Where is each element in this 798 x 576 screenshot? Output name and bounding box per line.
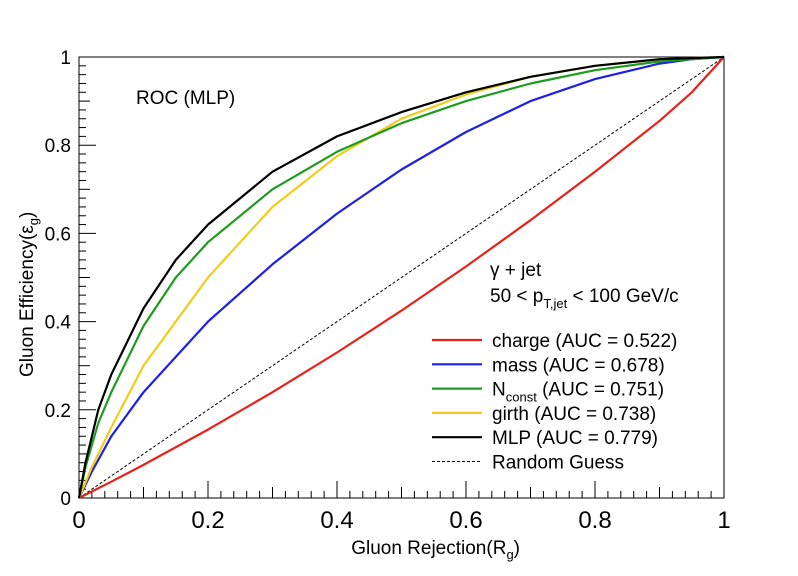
y-tick-label: 1 <box>60 48 71 69</box>
legend-entry-name: N <box>492 380 506 401</box>
legend: charge (AUC = 0.522) mass (AUC = 0.678) Nc… <box>432 331 677 474</box>
x-tick-label: 0.8 <box>578 507 611 534</box>
series-line-mlp <box>77 55 725 499</box>
y-axis-label-sub: g <box>26 218 41 225</box>
annotation-line2: 50 < pT,jet < 100 GeV/c <box>490 286 679 311</box>
legend-entry-name: mass <box>492 355 537 376</box>
series-line-random-guess <box>78 56 725 499</box>
x-axis-label-close: ) <box>514 538 520 559</box>
x-tick-label: 0 <box>72 507 85 534</box>
legend-entry: mass (AUC = 0.678) <box>492 355 665 376</box>
x-axis-label-sub: g <box>506 547 513 562</box>
legend-entry-sub: const <box>506 390 537 405</box>
legend-entry-tail: (AUC = 0.522) <box>550 331 677 352</box>
y-axis-label: Gluon Efficiency(εg) <box>17 212 41 377</box>
x-tick-label: 0.4 <box>320 507 353 534</box>
series-lines <box>77 55 725 499</box>
x-tick-label: 1 <box>717 507 730 534</box>
legend-entry-tail: (AUC = 0.779) <box>531 428 658 449</box>
annotation-line2-post: < 100 GeV/c <box>567 286 678 307</box>
series-line-charge <box>78 56 725 499</box>
y-tick-label: 0 <box>60 489 71 510</box>
legend-entry-name: charge <box>492 331 550 352</box>
legend-entry-name: MLP <box>492 428 531 449</box>
y-tick-label: 0.8 <box>45 136 71 157</box>
axis-ticks: 0 0.2 0.4 0.6 0.8 1 0 0.2 0.4 0.6 0.8 1 <box>45 48 731 534</box>
series-line-mass <box>78 55 725 499</box>
annotation-line1: γ + jet <box>490 260 542 281</box>
annotation-line2-pre: 50 < p <box>490 286 543 307</box>
legend-entry: MLP (AUC = 0.779) <box>492 428 658 449</box>
y-axis-label-close: ) <box>17 212 38 218</box>
x-axis-label: Gluon Rejection(Rg) <box>351 538 520 562</box>
series-line-n <box>77 55 725 499</box>
legend-entry: girth (AUC = 0.738) <box>492 404 656 425</box>
legend-entry: Random Guess <box>492 453 624 474</box>
legend-entry: charge (AUC = 0.522) <box>492 331 677 352</box>
y-tick-label: 0.6 <box>45 224 71 245</box>
x-axis-label-main: Gluon Rejection(R <box>351 538 506 559</box>
legend-entry-tail: (AUC = 0.751) <box>537 380 664 401</box>
y-tick-label: 0.2 <box>45 401 71 422</box>
legend-entry-tail: (AUC = 0.738) <box>529 404 656 425</box>
legend-entry-name: Random Guess <box>492 453 624 474</box>
y-tick-label: 0.4 <box>45 313 72 334</box>
legend-entry-name: girth <box>492 404 529 425</box>
y-axis-label-main: Gluon Efficiency(ε <box>17 225 38 377</box>
x-tick-label: 0.2 <box>191 507 224 534</box>
legend-entry-tail: (AUC = 0.678) <box>537 355 664 376</box>
legend-entry: Nconst (AUC = 0.751) <box>492 380 664 405</box>
x-tick-label: 0.6 <box>449 507 482 534</box>
annotation-line2-sub: T,jet <box>543 296 567 311</box>
annotation: γ + jet 50 < pT,jet < 100 GeV/c <box>490 260 679 311</box>
chart-title: ROC (MLP) <box>136 88 235 109</box>
